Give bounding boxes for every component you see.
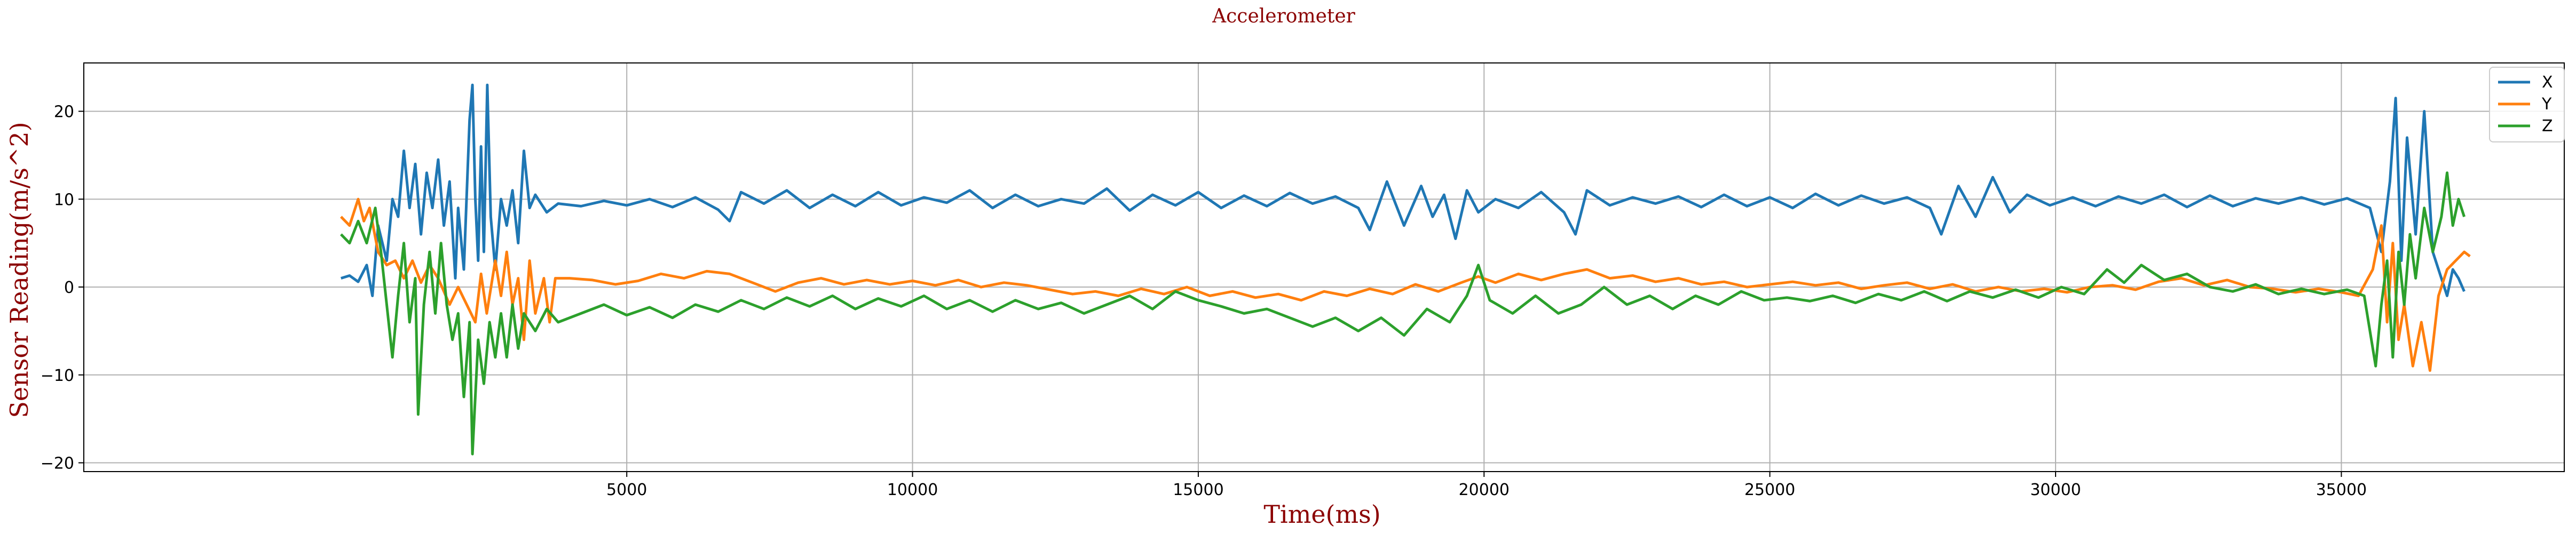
legend-label-z: Z — [2542, 117, 2553, 136]
legend: XYZ — [2489, 67, 2565, 142]
y-axis-ticks: −20 −10 0 10 20 — [41, 103, 84, 473]
y-tick-label: −10 — [41, 366, 74, 385]
x-tick-label: 25000 — [1744, 481, 1795, 499]
x-tick-label: 10000 — [887, 481, 938, 499]
series-line-y — [340, 197, 2471, 372]
y-tick-label: 0 — [64, 278, 74, 297]
y-tick-label: 20 — [54, 103, 74, 122]
series-lines — [340, 83, 2471, 456]
legend-label-y: Y — [2541, 95, 2552, 114]
x-axis-ticks: 5000 10000 15000 20000 25000 30000 35000 — [606, 472, 2367, 499]
y-tick-label: 10 — [54, 190, 74, 209]
legend-label-x: X — [2542, 73, 2553, 92]
x-tick-label: 30000 — [2030, 481, 2081, 499]
series-line-z — [340, 171, 2466, 456]
x-tick-label: 20000 — [1459, 481, 1510, 499]
x-tick-label: 5000 — [606, 481, 647, 499]
plot-frame — [83, 62, 2565, 472]
chart-title: Accelerometer — [1212, 5, 1356, 27]
series-line-x — [341, 83, 2466, 297]
y-tick-label: −20 — [41, 455, 74, 473]
grid-lines — [84, 63, 2564, 472]
y-axis-label: Sensor Reading(m/s^2) — [5, 122, 34, 418]
x-tick-label: 35000 — [2316, 481, 2367, 499]
x-axis-label: Time(ms) — [1263, 500, 1380, 529]
x-tick-label: 15000 — [1173, 481, 1223, 499]
